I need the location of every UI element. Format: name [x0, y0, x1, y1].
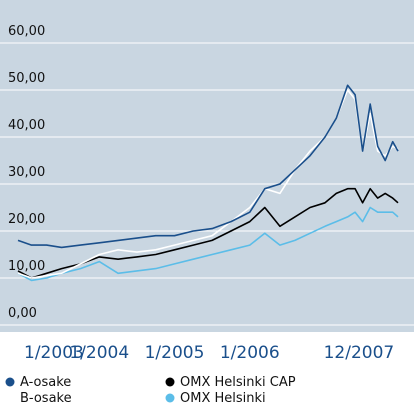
y-tick-label: 30,00 — [8, 165, 45, 180]
plot-background — [0, 0, 414, 332]
legend-marker — [5, 377, 15, 387]
x-tick-label: 1/2004 — [69, 343, 129, 363]
y-tick-label: 0,00 — [8, 306, 37, 321]
series-line — [17, 187, 399, 279]
x-tick-label: 1/2003 — [24, 343, 84, 363]
x-tick-label: 1/2005 — [145, 343, 205, 363]
y-tick-label: 50,00 — [8, 71, 45, 86]
legend-label: A-osake — [20, 375, 71, 390]
legend-label: B-osake — [20, 391, 72, 406]
x-tick-label: 12/2007 — [324, 343, 395, 363]
y-tick-label: 60,00 — [8, 24, 45, 39]
y-tick-label: 10,00 — [8, 259, 45, 274]
series-line — [17, 84, 399, 249]
y-tick-label: 20,00 — [8, 212, 45, 227]
series-line — [17, 206, 399, 282]
legend-label: OMX Helsinki — [180, 391, 266, 406]
legend-marker — [5, 393, 15, 403]
legend-marker — [165, 377, 175, 387]
y-tick-label: 40,00 — [8, 118, 45, 133]
legend-label: OMX Helsinki CAP — [180, 375, 296, 390]
x-tick-label: 1/2006 — [220, 343, 280, 363]
legend-marker — [165, 393, 175, 403]
